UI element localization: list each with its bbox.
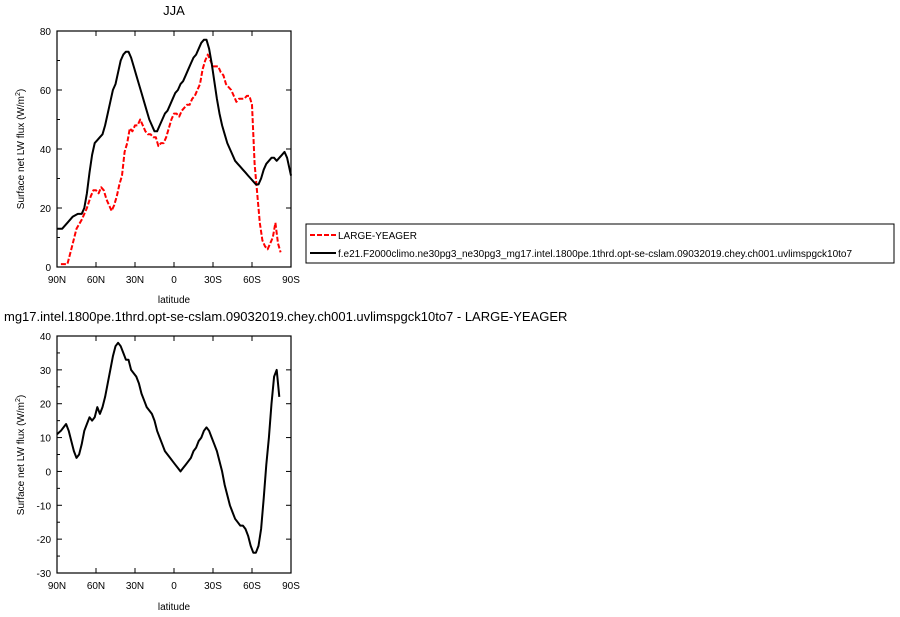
top-x-tick-label: 90N bbox=[48, 275, 66, 286]
top-y-tick-label: 40 bbox=[40, 145, 52, 156]
bottom-y-tick-label: 20 bbox=[40, 400, 52, 411]
top-chart-title: JJA bbox=[163, 3, 185, 18]
top-x-tick-label: 30N bbox=[126, 275, 144, 286]
top-y-tick-label: 0 bbox=[45, 263, 51, 274]
top-y-tick-label: 60 bbox=[40, 86, 52, 97]
top-series-line-0 bbox=[60, 53, 282, 266]
bottom-x-tick-label: 90N bbox=[48, 581, 66, 592]
top-x-tick-label: 30S bbox=[204, 275, 222, 286]
bottom-x-tick-label: 30N bbox=[126, 581, 144, 592]
bottom-y-tick-label: 10 bbox=[40, 434, 52, 445]
bottom-x-tick-label: 60S bbox=[243, 581, 261, 592]
bottom-y-tick-label: -10 bbox=[37, 501, 52, 512]
top-x-tick-label: 0 bbox=[171, 275, 177, 286]
bottom-y-tick-label: 0 bbox=[45, 467, 51, 478]
bottom-x-axis-label: latitude bbox=[158, 602, 191, 613]
legend: LARGE-YEAGER f.e21.F2000climo.ne30pg3_ne… bbox=[305, 223, 895, 264]
top-y-tick-label: 80 bbox=[40, 27, 52, 38]
top-chart: JJA 90N 60N 30N 0 30S 60S 90S 0 20 40 60 80 latitud… bbox=[15, 3, 300, 306]
top-plot-frame bbox=[56, 30, 292, 268]
bottom-chart: mg17.intel.1800pe.1thrd.opt-se-cslam.090… bbox=[4, 309, 567, 613]
bottom-series-lines bbox=[56, 341, 281, 554]
bottom-y-axis-label: Surface net LW flux (W/m2) bbox=[15, 395, 27, 515]
top-series-line-1 bbox=[57, 38, 292, 230]
top-ticks: 90N 60N 30N 0 30S 60S 90S 0 20 40 60 80 bbox=[40, 27, 300, 286]
legend-box bbox=[305, 223, 895, 264]
bottom-series-line-0 bbox=[56, 341, 281, 554]
legend-label-large-yeager: LARGE-YEAGER bbox=[338, 231, 417, 242]
top-x-tick-label: 90S bbox=[282, 275, 300, 286]
legend-label-model-run: f.e21.F2000climo.ne30pg3_ne30pg3_mg17.in… bbox=[338, 249, 852, 260]
top-x-tick-label: 60S bbox=[243, 275, 261, 286]
bottom-ticks: 90N 60N 30N 0 30S 60S 90S -30 -20 -10 0 10 20 30 40 bbox=[37, 332, 301, 592]
bottom-x-tick-label: 60N bbox=[87, 581, 105, 592]
bottom-y-tick-label: -20 bbox=[37, 535, 52, 546]
bottom-y-tick-label: 40 bbox=[40, 332, 52, 343]
bottom-x-tick-label: 90S bbox=[282, 581, 300, 592]
top-y-tick-label: 20 bbox=[40, 204, 52, 215]
top-series-lines bbox=[57, 38, 292, 266]
bottom-y-tick-label: -30 bbox=[37, 569, 52, 580]
top-x-axis-label: latitude bbox=[158, 295, 191, 306]
bottom-chart-title: mg17.intel.1800pe.1thrd.opt-se-cslam.090… bbox=[4, 309, 567, 324]
bottom-plot-frame bbox=[56, 335, 292, 574]
top-y-axis-label: Surface net LW flux (W/m2) bbox=[15, 89, 27, 209]
bottom-x-tick-label: 30S bbox=[204, 581, 222, 592]
bottom-y-tick-label: 30 bbox=[40, 366, 52, 377]
bottom-x-tick-label: 0 bbox=[171, 581, 177, 592]
top-x-tick-label: 60N bbox=[87, 275, 105, 286]
